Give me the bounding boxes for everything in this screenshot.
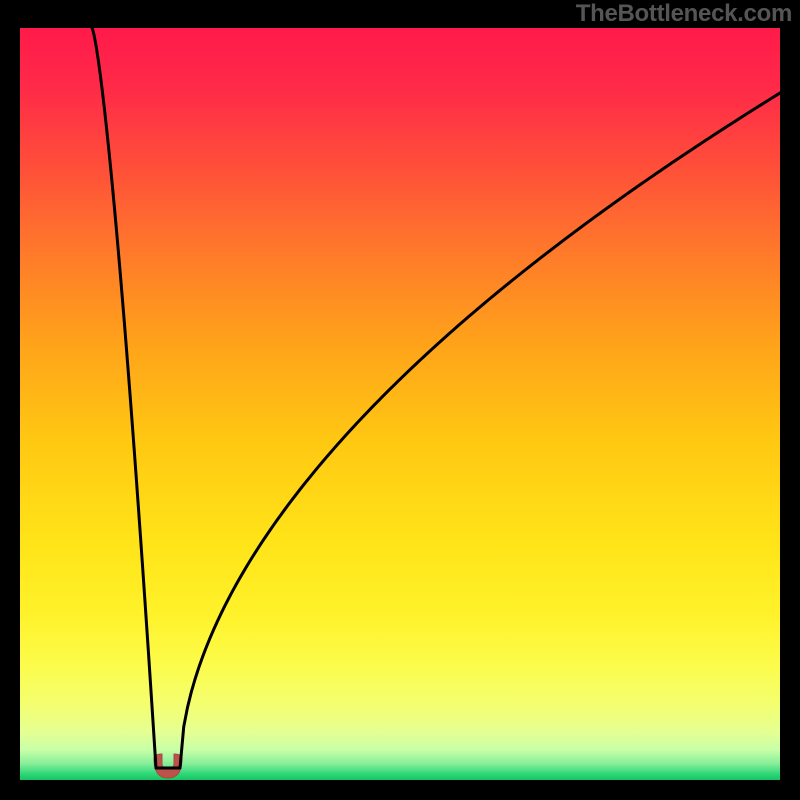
- bottleneck-curve-chart: [20, 28, 780, 780]
- chart-frame: TheBottleneck.com: [0, 0, 800, 800]
- gradient-background: [20, 28, 780, 780]
- watermark-text: TheBottleneck.com: [576, 0, 792, 28]
